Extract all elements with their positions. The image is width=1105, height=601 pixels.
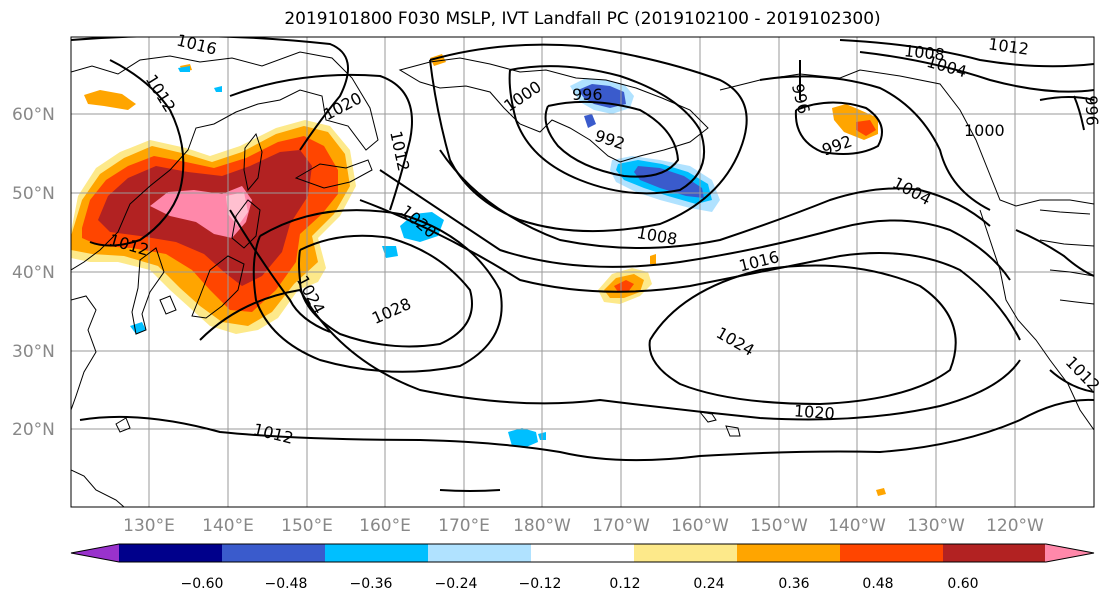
- colorbar-tick-label: 0.36: [778, 576, 809, 592]
- isobar-label: 996: [788, 82, 814, 116]
- lon-label: 140°W: [828, 516, 886, 536]
- latitude-labels: 60°N 50°N 40°N 30°N 20°N: [12, 105, 55, 440]
- isobar-label: 1028: [369, 294, 414, 328]
- colorbar-tick-label: 0.60: [947, 576, 978, 592]
- colorbar-tick-labels: −0.60 −0.48 −0.36 −0.24 −0.12 0.12 0.24 …: [181, 576, 979, 592]
- mslp-isobars: [71, 37, 1094, 492]
- lon-label: 160°E: [359, 516, 411, 536]
- map-title: 2019101800 F030 MSLP, IVT Landfall PC (2…: [284, 9, 881, 29]
- isobar-label: 992: [592, 126, 627, 154]
- isobar-label: 992: [819, 131, 854, 159]
- lon-label: 160°W: [671, 516, 729, 536]
- isobar-label: 1004: [890, 173, 935, 209]
- isobar-label: 1000: [964, 121, 1005, 140]
- isobar-label: 1000: [500, 77, 544, 116]
- colorbar-tick-label: −0.60: [181, 576, 224, 592]
- colorbar-segment: [531, 544, 635, 562]
- lat-label: 40°N: [12, 263, 55, 283]
- isobar-label: 996: [1082, 95, 1102, 126]
- lat-label: 30°N: [12, 342, 55, 362]
- colorbar-tick-label: −0.12: [519, 576, 562, 592]
- lon-label: 130°E: [123, 516, 175, 536]
- isobar-label: 1012: [142, 71, 180, 116]
- isobar-label: 1012: [386, 129, 413, 173]
- lon-label: 140°E: [202, 516, 254, 536]
- ivt-anomaly-negative: [130, 66, 720, 448]
- lat-label: 60°N: [12, 105, 55, 125]
- lon-label: 170°E: [438, 516, 490, 536]
- colorbar-tick-label: −0.36: [350, 576, 393, 592]
- colorbar-tick-label: 0.48: [862, 576, 893, 592]
- colorbar-tick-label: 0.24: [693, 576, 724, 592]
- colorbar-segment: [737, 544, 841, 562]
- lon-label: 150°E: [281, 516, 333, 536]
- lat-label: 50°N: [12, 184, 55, 204]
- isobar-label: 1020: [793, 401, 835, 423]
- isobar-label: 1016: [175, 30, 219, 58]
- colorbar-tick-label: −0.24: [435, 576, 478, 592]
- isobar-label: 996: [572, 85, 603, 104]
- colorbar-outline: [70, 543, 1095, 563]
- colorbar-segment: [222, 544, 326, 562]
- isobar-label: 1012: [987, 34, 1030, 58]
- isobar-label: 1024: [713, 323, 758, 360]
- ivt-anomaly-east-asia: [71, 54, 446, 334]
- longitude-labels: 130°E 140°E 150°E 160°E 170°E 180°W 170°…: [123, 516, 1044, 536]
- graticule: [71, 37, 1094, 507]
- colorbar-tick-label: 0.12: [609, 576, 640, 592]
- colorbar-segment: [634, 544, 738, 562]
- map-frame: [70, 36, 1095, 508]
- isobar-label: 1020: [320, 88, 365, 124]
- lat-label: 20°N: [12, 420, 55, 440]
- colorbar-segment: [840, 544, 944, 562]
- lon-label: 180°W: [513, 516, 571, 536]
- lon-label: 120°W: [986, 516, 1044, 536]
- colorbar-extend-low: [71, 544, 120, 562]
- isobar-label: 1008: [903, 41, 945, 64]
- lon-label: 130°W: [907, 516, 965, 536]
- isobar-label: 1012: [251, 420, 295, 448]
- colorbar-tick-label: −0.48: [265, 576, 308, 592]
- colorbar-segment: [325, 544, 429, 562]
- colorbar-segment: [119, 544, 223, 562]
- lon-label: 170°W: [592, 516, 650, 536]
- colorbar-segment: [943, 544, 1047, 562]
- colorbar: [70, 543, 1095, 563]
- coastlines: [71, 51, 1094, 507]
- lon-label: 150°W: [750, 516, 808, 536]
- colorbar-extend-high: [1045, 544, 1094, 562]
- colorbar-segment: [428, 544, 532, 562]
- isobar-label: 1008: [635, 223, 678, 249]
